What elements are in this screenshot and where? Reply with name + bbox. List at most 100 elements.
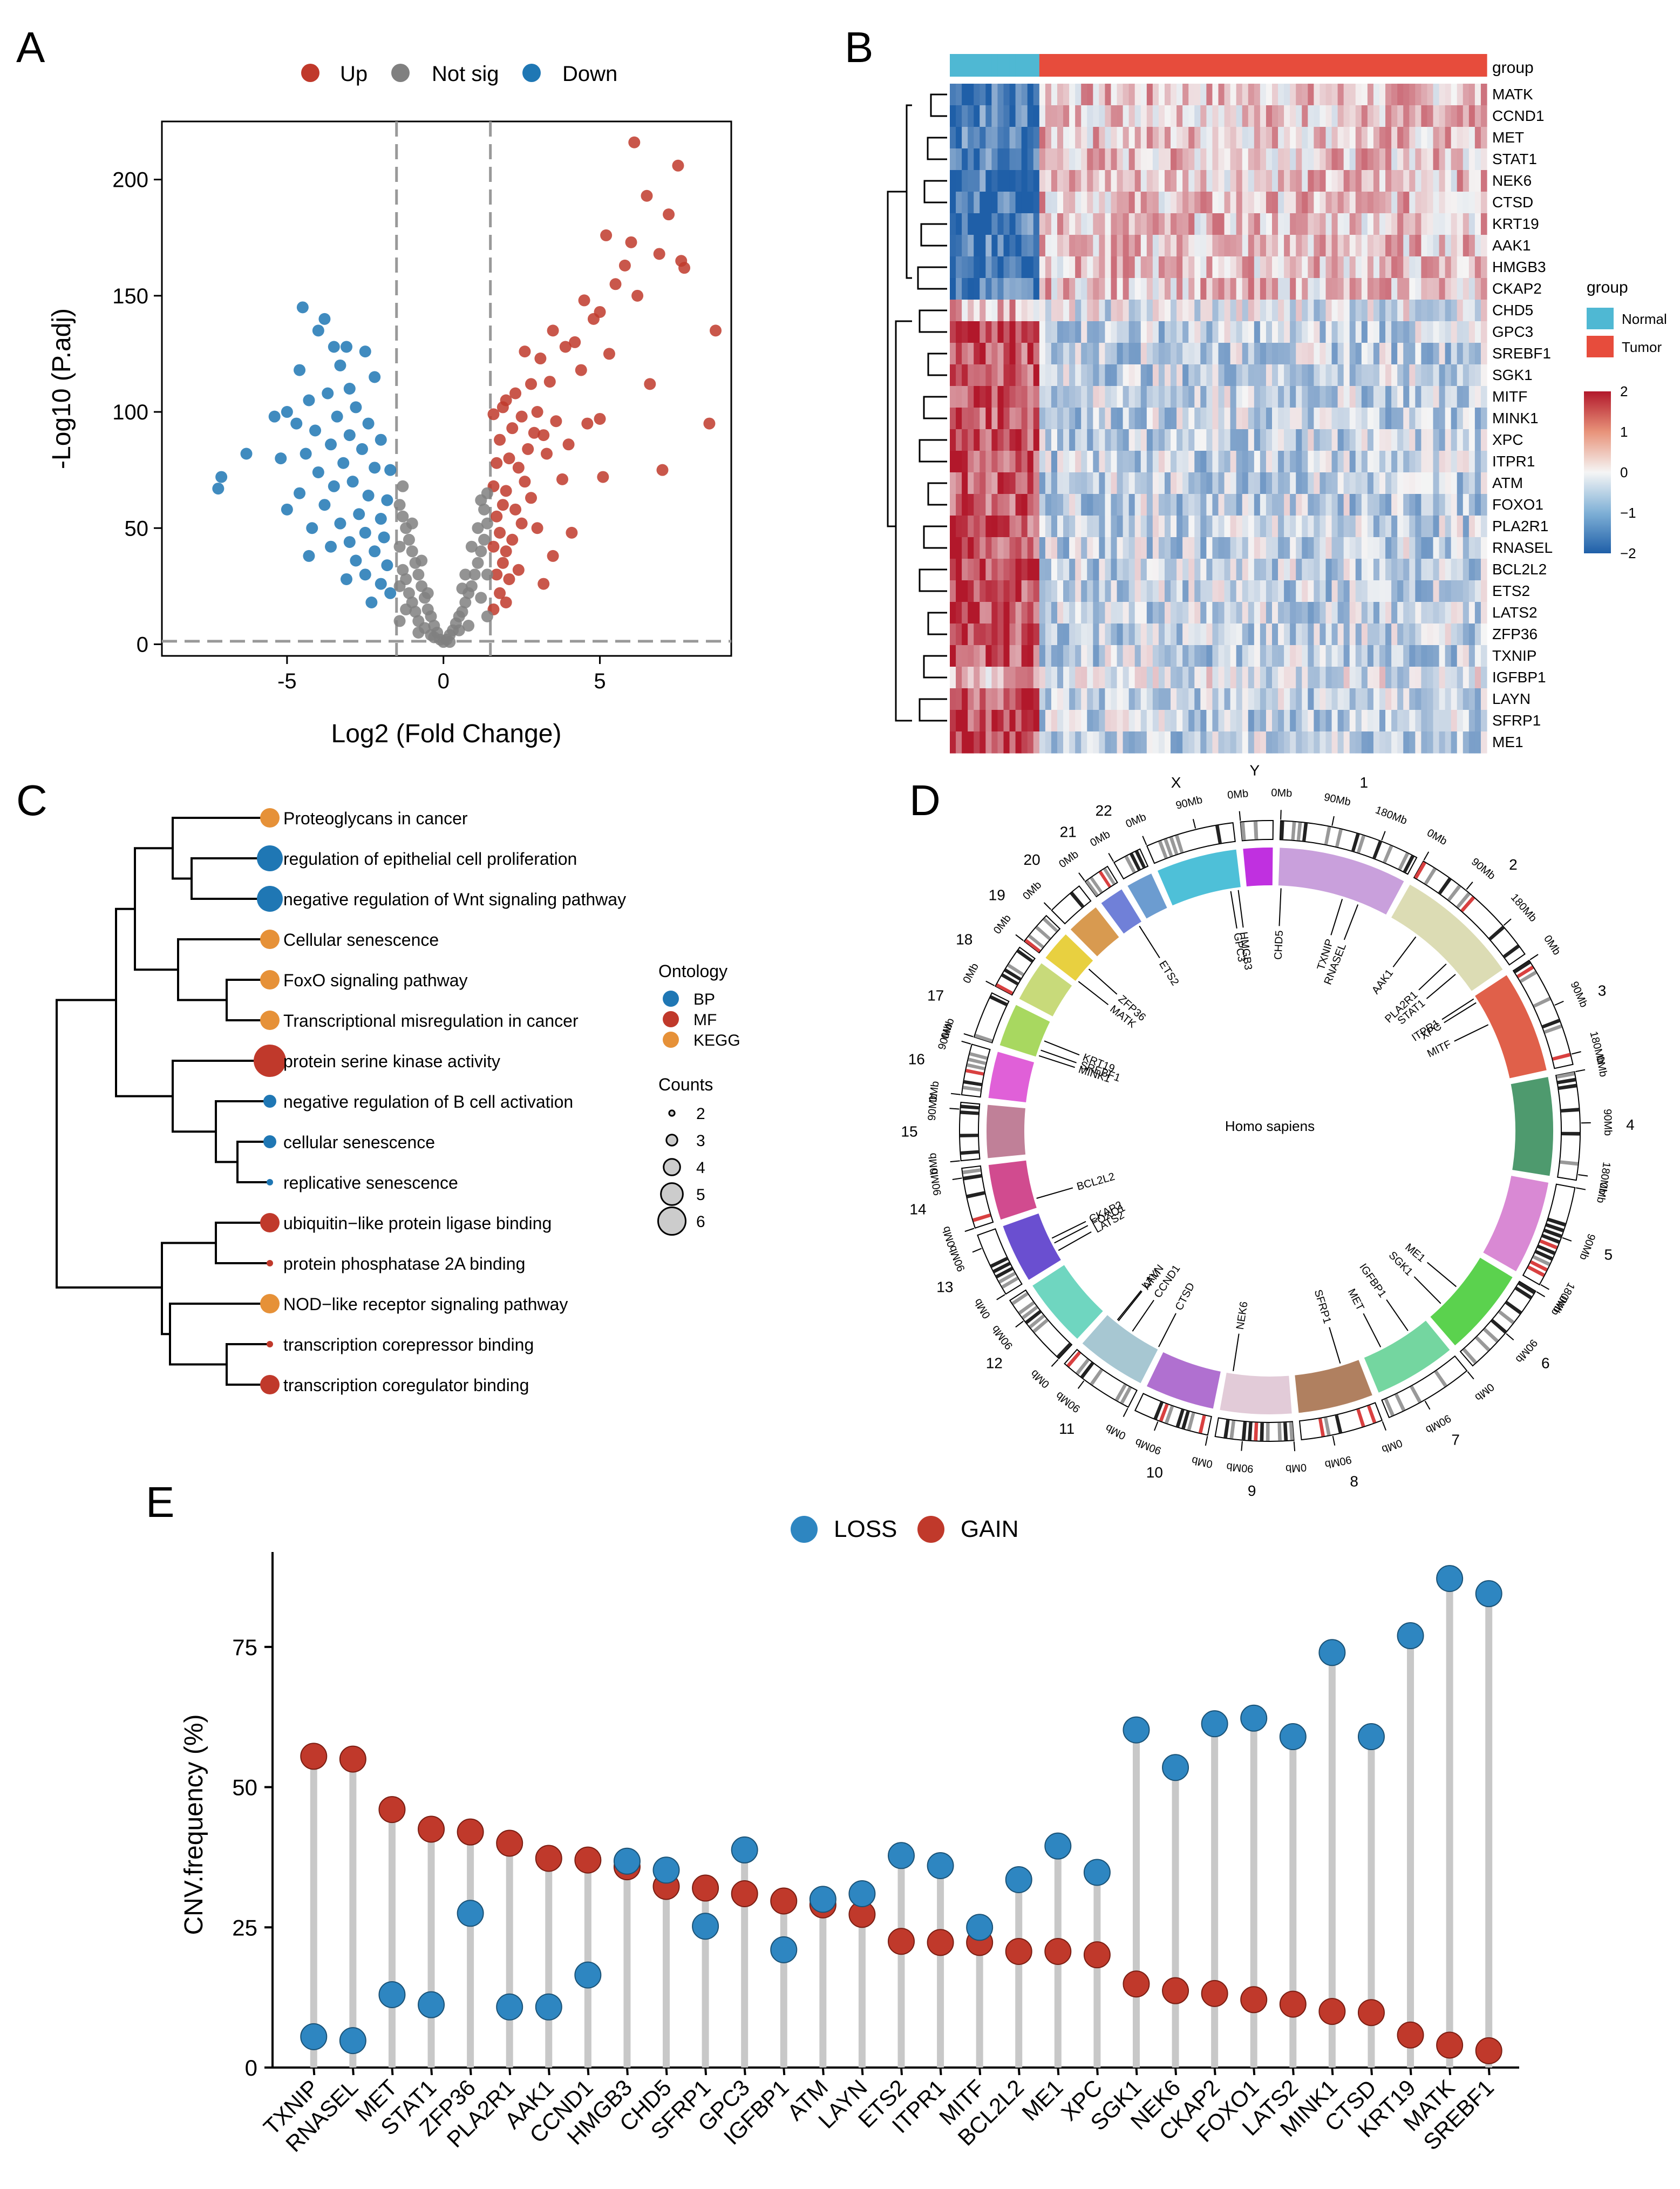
heatmap-cell (1224, 731, 1231, 754)
heatmap-cell (1433, 386, 1440, 408)
volcano-point-down (322, 387, 334, 399)
heatmap-cell (1015, 602, 1022, 624)
heatmap-cell (1128, 602, 1135, 624)
heatmap-cell (1057, 192, 1064, 214)
heatmap-cell (1033, 710, 1040, 732)
heatmap-cell (997, 386, 1004, 408)
volcano-point-up (515, 517, 528, 530)
heatmap-cell (1415, 645, 1421, 667)
cnv-loss-point (1044, 1832, 1072, 1860)
ideogram-band (1527, 1265, 1545, 1277)
heatmap-cell (1260, 451, 1267, 473)
heatmap-cell (1260, 602, 1267, 624)
heatmap-cell (1421, 537, 1428, 559)
heatmap-cell (1171, 688, 1177, 710)
heatmap-cell (1171, 602, 1177, 624)
heatmap-cell (1468, 278, 1475, 300)
annotation-cell (1146, 54, 1153, 77)
heatmap-cell (1188, 321, 1195, 343)
heatmap-cell (1051, 148, 1058, 171)
heatmap-cell (1134, 278, 1141, 300)
chromosome-block-1 (1278, 848, 1404, 915)
heatmap-cell (1224, 127, 1231, 149)
annotation-cell (1128, 54, 1135, 77)
heatmap-cell (1140, 170, 1147, 192)
heatmap-cell (1063, 688, 1070, 710)
heatmap-cell (1003, 537, 1010, 559)
heatmap-cell (1480, 429, 1487, 451)
ideogram-band (1335, 829, 1343, 848)
heatmap-cell (1409, 278, 1416, 300)
volcano-point-up (531, 522, 543, 534)
cnv-gene-label: ME1 (1017, 2075, 1067, 2125)
heatmap-cell (1361, 408, 1368, 430)
legend-gain-label: GAIN (961, 1516, 1019, 1542)
heatmap-cell (1468, 537, 1475, 559)
heatmap-cell (974, 451, 980, 473)
heatmap-cell (1290, 559, 1296, 581)
heatmap-cell (1260, 537, 1267, 559)
counts-legend-label: 3 (696, 1132, 705, 1150)
heatmap-cell (1134, 602, 1141, 624)
heatmap-cell (1355, 472, 1362, 494)
heatmap-cell (1385, 256, 1392, 279)
heatmap-cell (1087, 667, 1093, 689)
heatmap-cell (1254, 213, 1261, 235)
heatmap-cell (1039, 105, 1046, 127)
heatmap-cell (980, 235, 986, 257)
heatmap-cell (1284, 256, 1290, 279)
heatmap-cell (1063, 624, 1070, 646)
heatmap-cell (997, 192, 1004, 214)
heatmap-cell (1385, 235, 1392, 257)
heatmap-cell (1242, 84, 1249, 106)
heatmap-cell (1403, 84, 1410, 106)
heatmap-cell (1009, 256, 1016, 279)
counts-legend-marker (668, 1109, 676, 1117)
heatmap-cell (1439, 645, 1446, 667)
heatmap-cell (1087, 731, 1093, 754)
heatmap-cell (1140, 321, 1147, 343)
chromosome-block-6 (1430, 1257, 1513, 1346)
heatmap-cell (1117, 127, 1124, 149)
gene-link-line (1386, 1299, 1409, 1331)
volcano-point-down (290, 417, 303, 430)
ontology-legend-marker (663, 991, 679, 1007)
heatmap-cell (997, 731, 1004, 754)
heatmap-cell (1367, 472, 1374, 494)
heatmap-cell (1331, 256, 1338, 279)
cnv-loss-point (457, 1900, 484, 1927)
heatmap-cell (1224, 429, 1231, 451)
ideogram-band (1462, 1348, 1477, 1364)
mb-tick (1540, 1284, 1549, 1290)
heatmap-cell (1379, 386, 1386, 408)
cnv-x-tick (900, 2067, 903, 2076)
heatmap-cell (1182, 256, 1189, 279)
heatmap-cell (1093, 537, 1099, 559)
heatmap-cell (1188, 494, 1195, 516)
ideogram-band (1351, 833, 1360, 852)
heatmap-cell (1337, 127, 1344, 149)
heatmap-cell (1480, 580, 1487, 602)
heatmap-cell (1480, 537, 1487, 559)
heatmap-cell (1165, 148, 1171, 171)
heatmap-cell (1051, 624, 1058, 646)
heatmap-cell (968, 494, 974, 516)
heatmap-cell (1385, 408, 1392, 430)
heatmap-cell (1331, 624, 1338, 646)
heatmap-cell (1278, 321, 1284, 343)
heatmap-cell (1445, 516, 1452, 538)
heatmap-cell (1171, 429, 1177, 451)
heatmap-cell (1117, 624, 1124, 646)
heatmap-cell (1278, 170, 1284, 192)
heatmap-cell (1296, 213, 1302, 235)
heatmap-cell (1045, 148, 1052, 171)
heatmap-cell (1474, 688, 1481, 710)
heatmap-cell (1468, 645, 1475, 667)
volcano-point-not-sig (475, 592, 487, 604)
volcano-point-not-sig (444, 636, 456, 648)
heatmap-cell (1039, 192, 1046, 214)
heatmap-cell (968, 343, 974, 365)
annotation-cell (1278, 54, 1284, 77)
ideogram-band (1483, 1327, 1499, 1343)
heatmap-cell (1409, 645, 1416, 667)
